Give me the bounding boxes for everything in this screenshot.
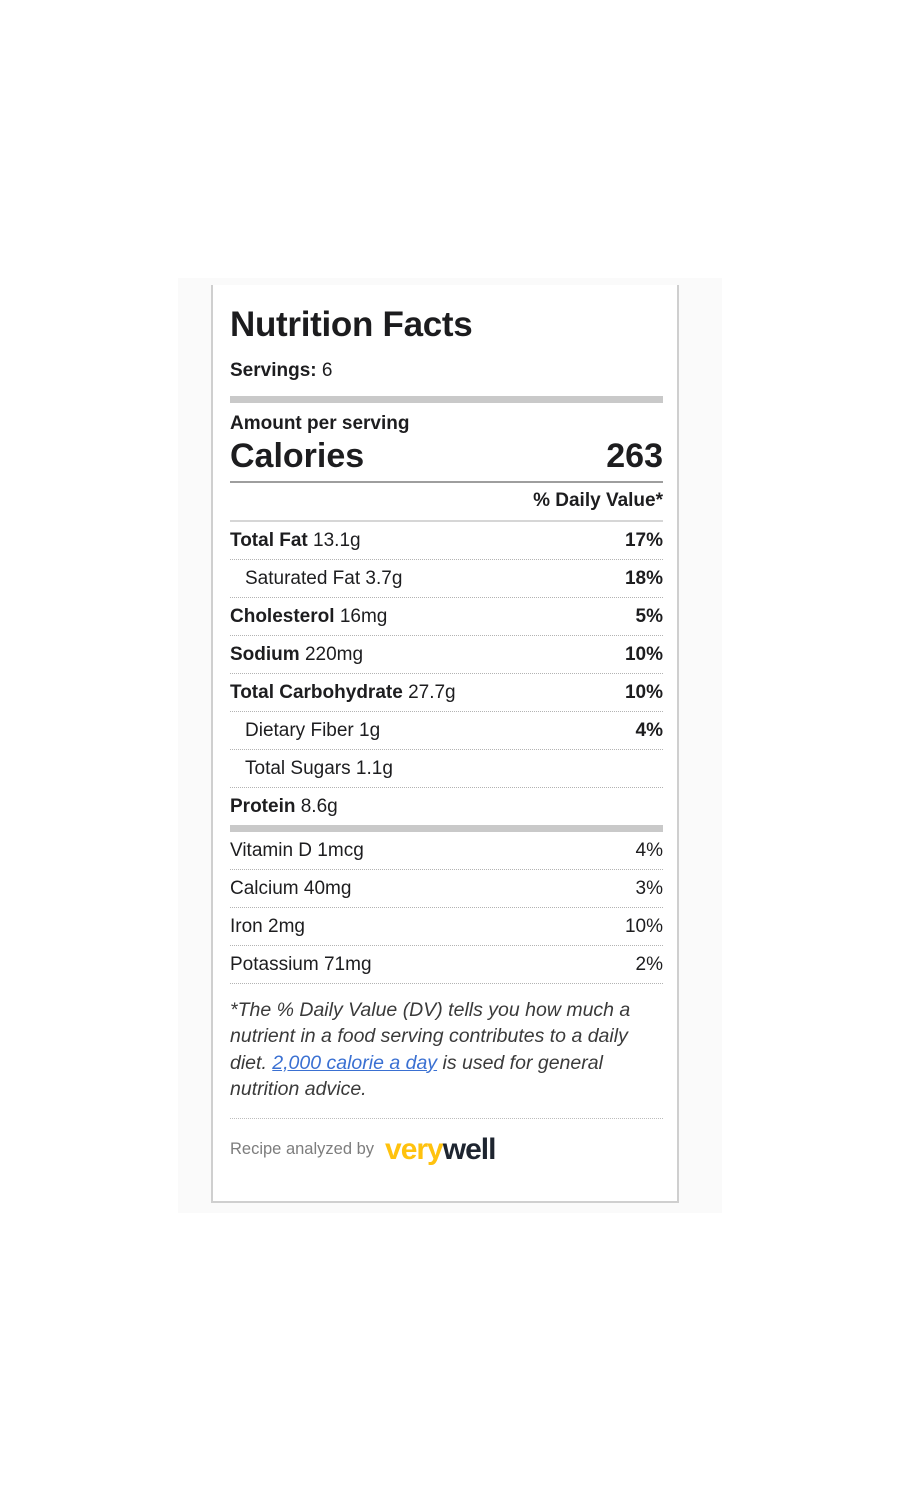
micronutrient-row-vitamin-d: Vitamin D 1mcg 4% [230, 832, 663, 870]
servings-label: Servings: [230, 360, 317, 382]
nutrient-amount: 16mg [339, 605, 388, 627]
nutrient-dv: 18% [624, 567, 663, 589]
nutrient-name: Total Fat [230, 529, 308, 551]
calories-value: 263 [606, 437, 663, 476]
nutrient-dv: 4% [635, 839, 663, 861]
nutrient-amount: 1.1g [355, 757, 393, 779]
daily-value-header: % Daily Value* [230, 483, 663, 522]
daily-value-footnote: *The % Daily Value (DV) tells you how mu… [230, 984, 663, 1119]
nutrient-amount: 1mcg [317, 839, 364, 861]
nutrient-row-cholesterol: Cholesterol 16mg 5% [230, 598, 663, 636]
card-title: Nutrition Facts [230, 305, 473, 344]
nutrient-row-dietary-fiber: Dietary Fiber 1g 4% [230, 712, 663, 750]
section-divider-bar [230, 396, 663, 404]
micronutrient-row-calcium: Calcium 40mg 3% [230, 870, 663, 908]
nutrient-name: Total Sugars [245, 757, 351, 779]
footnote-text-after: is used for general nutrition advice. [230, 1051, 603, 1101]
nutrient-name: Saturated Fat [245, 567, 361, 589]
nutrient-amount: 2mg [268, 915, 305, 937]
nutrient-name: Vitamin D [230, 839, 313, 861]
nutrient-amount: 71mg [323, 953, 372, 975]
nutrient-amount: 40mg [303, 877, 352, 899]
micronutrient-row-potassium: Potassium 71mg 2% [230, 946, 663, 984]
nutrient-row-protein: Protein 8.6g [230, 788, 663, 825]
nutrient-dv: 4% [635, 719, 663, 741]
nutrient-name: Protein [230, 795, 296, 817]
nutrition-facts-card: Nutrition Facts Servings: 6 Amount per s… [211, 285, 679, 1203]
nutrient-amount: 27.7g [408, 681, 456, 703]
calories-label: Calories [230, 437, 365, 476]
verywell-logo-well: well [442, 1132, 497, 1166]
amount-per-serving-label: Amount per serving [230, 413, 410, 435]
attribution-footer: Recipe analyzed by verywell [230, 1119, 663, 1165]
nutrient-name: Calcium [230, 877, 299, 899]
footnote-text-before: *The % Daily Value (DV) tells you how mu… [230, 998, 631, 1074]
micronutrient-row-iron: Iron 2mg 10% [230, 908, 663, 946]
nutrient-dv: 3% [635, 877, 663, 899]
calorie-info-link[interactable]: 2,000 calorie a day [272, 1051, 438, 1074]
attribution-text: Recipe analyzed by [230, 1140, 375, 1159]
nutrient-name: Dietary Fiber [245, 719, 354, 741]
nutrient-name: Cholesterol [230, 605, 335, 627]
nutrient-row-total-sugars: Total Sugars 1.1g [230, 750, 663, 788]
verywell-logo: verywell [385, 1132, 497, 1166]
nutrient-name: Sodium [230, 643, 300, 665]
calories-row: Calories 263 [230, 437, 663, 483]
nutrient-dv: 10% [624, 643, 663, 665]
nutrient-row-saturated-fat: Saturated Fat 3.7g 18% [230, 560, 663, 598]
nutrient-row-total-fat: Total Fat 13.1g 17% [230, 522, 663, 560]
nutrient-dv: 10% [624, 681, 663, 703]
nutrient-amount: 13.1g [313, 529, 361, 551]
nutrient-row-sodium: Sodium 220mg 10% [230, 636, 663, 674]
nutrient-amount: 1g [359, 719, 381, 741]
nutrient-dv: 2% [635, 953, 663, 975]
nutrient-amount: 8.6g [300, 795, 338, 817]
nutrient-amount: 3.7g [365, 567, 403, 589]
servings-value: 6 [321, 360, 333, 382]
nutrient-row-total-carbohydrate: Total Carbohydrate 27.7g 10% [230, 674, 663, 712]
nutrient-name: Potassium [230, 953, 319, 975]
servings-line: Servings: 6 [230, 360, 663, 382]
nutrient-dv: 10% [624, 915, 663, 937]
nutrient-name: Iron [230, 915, 263, 937]
nutrient-dv: 17% [624, 529, 663, 551]
section-divider-bar [230, 824, 663, 832]
verywell-logo-very: very [385, 1132, 444, 1166]
nutrient-name: Total Carbohydrate [230, 681, 403, 703]
nutrient-amount: 220mg [304, 643, 364, 665]
nutrient-dv: 5% [635, 605, 663, 627]
